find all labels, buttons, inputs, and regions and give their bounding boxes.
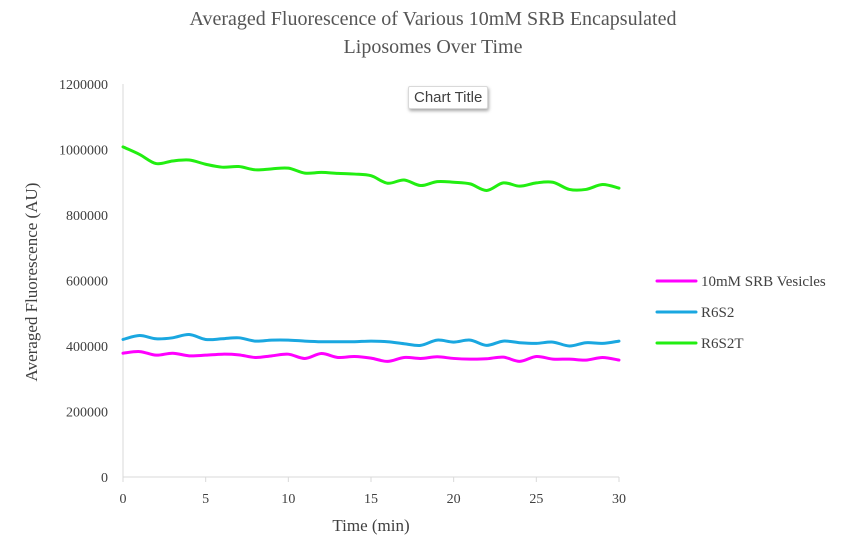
x-tick-label: 25	[529, 492, 543, 507]
x-tick-label: 0	[120, 492, 127, 507]
chart-title-line-2: Liposomes Over Time	[344, 36, 523, 58]
series-line-r6s2t	[121, 145, 621, 192]
y-tick-label: 200000	[66, 406, 108, 421]
series-line-r6s2	[121, 333, 621, 348]
y-tick-label: 1000000	[59, 144, 108, 159]
x-tick-label: 20	[447, 492, 461, 507]
y-tick-label: 800000	[66, 209, 108, 224]
y-tick-label: 0	[101, 471, 108, 486]
x-tick-label: 10	[281, 492, 295, 507]
x-axis-label: Time (min)	[332, 516, 409, 535]
legend-label-r6s2t: R6S2T	[701, 336, 744, 352]
chart-title-placeholder[interactable]: Chart Title	[408, 86, 489, 109]
y-axis-label: Averaged Fluorescence (AU)	[22, 183, 41, 382]
series-line-10mm-srb-vesicles	[121, 350, 621, 363]
legend-label-r6s2: R6S2	[701, 305, 734, 321]
y-tick-label: 400000	[66, 340, 108, 355]
chart-legend: 10mM SRB Vesicles R6S2 R6S2T	[655, 274, 826, 352]
x-tick-label: 15	[364, 492, 378, 507]
y-axis-ticks: 0 200000 400000 600000 800000 1000000 1200000	[59, 78, 108, 486]
x-tick-label: 5	[202, 492, 209, 507]
y-tick-label: 600000	[66, 275, 108, 290]
x-axis-ticks: 0 5 10 15 20 25 30	[120, 477, 626, 507]
legend-label-10mm-srb-vesicles: 10mM SRB Vesicles	[701, 274, 826, 290]
chart-title-line-1: Averaged Fluorescence of Various 10mM SR…	[190, 8, 677, 30]
y-tick-label: 1200000	[59, 78, 108, 93]
x-tick-label: 30	[612, 492, 626, 507]
series-lines	[121, 145, 621, 363]
